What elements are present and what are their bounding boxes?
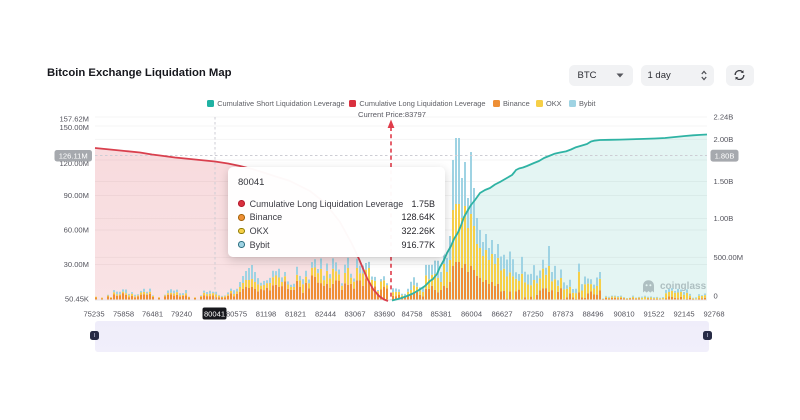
svg-text:87873: 87873 <box>552 310 573 319</box>
svg-text:2.24B: 2.24B <box>714 112 734 121</box>
svg-text:88496: 88496 <box>582 310 603 319</box>
svg-text:86004: 86004 <box>461 310 482 319</box>
svg-text:126.11M: 126.11M <box>59 152 88 161</box>
svg-text:81821: 81821 <box>285 310 306 319</box>
svg-text:80041: 80041 <box>204 310 225 319</box>
svg-text:82444: 82444 <box>315 310 336 319</box>
svg-text:79240: 79240 <box>171 310 192 319</box>
svg-text:2.00B: 2.00B <box>714 135 734 144</box>
svg-text:83690: 83690 <box>374 310 395 319</box>
svg-text:83067: 83067 <box>344 310 365 319</box>
svg-text:50.45K: 50.45K <box>65 295 89 304</box>
svg-text:92768: 92768 <box>703 310 724 319</box>
svg-text:0: 0 <box>714 292 718 301</box>
svg-text:157.62M: 157.62M <box>59 115 89 124</box>
svg-text:150.00M: 150.00M <box>59 123 89 132</box>
svg-text:75858: 75858 <box>113 310 134 319</box>
svg-text:60.00M: 60.00M <box>64 226 89 235</box>
svg-text:85381: 85381 <box>430 310 451 319</box>
svg-text:91522: 91522 <box>643 310 664 319</box>
svg-text:80575: 80575 <box>226 310 247 319</box>
svg-text:1.50B: 1.50B <box>714 177 734 186</box>
svg-text:75235: 75235 <box>83 310 104 319</box>
svg-text:90.00M: 90.00M <box>64 191 89 200</box>
svg-text:90810: 90810 <box>613 310 634 319</box>
svg-text:86627: 86627 <box>491 310 512 319</box>
svg-text:1.00B: 1.00B <box>714 214 734 223</box>
svg-text:76481: 76481 <box>142 310 163 319</box>
svg-text:120.00M: 120.00M <box>59 159 89 168</box>
svg-text:92145: 92145 <box>673 310 694 319</box>
svg-text:30.00M: 30.00M <box>64 260 89 269</box>
svg-text:87250: 87250 <box>522 310 543 319</box>
svg-text:1.80B: 1.80B <box>715 152 735 161</box>
svg-text:81198: 81198 <box>256 310 277 319</box>
svg-text:84758: 84758 <box>401 310 422 319</box>
svg-text:500.00M: 500.00M <box>714 253 744 262</box>
